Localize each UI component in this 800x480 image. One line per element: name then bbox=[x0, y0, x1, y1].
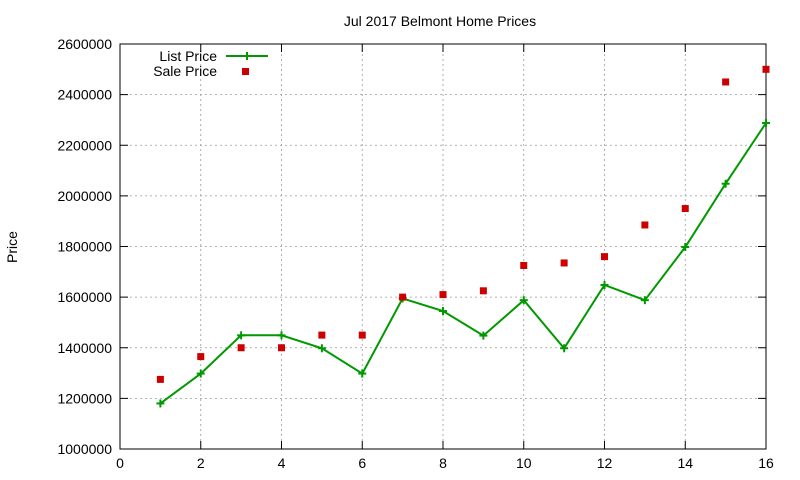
list-price-point bbox=[358, 369, 367, 378]
series-layer bbox=[156, 65, 770, 408]
y-tick-label: 1200000 bbox=[57, 390, 112, 406]
axis-ticks: 1000000 1200000 1400000 1600000 1800000 20000… bbox=[57, 36, 774, 471]
list-price-point bbox=[479, 331, 488, 340]
list-price-point bbox=[762, 118, 770, 127]
sale-price-point bbox=[762, 65, 770, 73]
x-tick-label: 12 bbox=[597, 455, 613, 471]
y-tick-label: 2400000 bbox=[57, 87, 112, 103]
list-price-point bbox=[317, 344, 326, 353]
legend-label-sale-price: Sale Price bbox=[153, 63, 217, 79]
list-price-line bbox=[159, 122, 767, 405]
sale-price-point bbox=[641, 221, 649, 229]
sale-price-point bbox=[156, 375, 164, 383]
list-price-point bbox=[519, 296, 528, 305]
x-tick-label: 2 bbox=[197, 455, 205, 471]
list-price-point bbox=[600, 280, 609, 289]
x-tick-label: 14 bbox=[677, 455, 693, 471]
list-price-point bbox=[681, 243, 690, 252]
grid-lines bbox=[120, 44, 766, 449]
y-tick-label: 2200000 bbox=[57, 137, 112, 153]
x-tick-label: 8 bbox=[439, 455, 447, 471]
sale-price-point bbox=[399, 293, 407, 301]
sale-price-point bbox=[278, 344, 285, 352]
y-tick-label: 1000000 bbox=[57, 441, 112, 457]
list-price-point bbox=[156, 399, 165, 408]
chart-title: Jul 2017 Belmont Home Prices bbox=[344, 13, 536, 29]
y-tick-label: 1600000 bbox=[57, 289, 112, 305]
sale-price-point bbox=[318, 331, 326, 339]
x-tick-label: 6 bbox=[358, 455, 366, 471]
list-price-point bbox=[560, 344, 569, 353]
y-tick-label: 1400000 bbox=[57, 340, 112, 356]
list-price-point bbox=[640, 296, 649, 305]
y-tick-label: 1800000 bbox=[57, 239, 112, 255]
legend-label-list-price: List Price bbox=[159, 48, 217, 64]
legend-marker-list-price bbox=[243, 52, 251, 60]
list-price-point bbox=[277, 331, 286, 340]
legend: List Price Sale Price bbox=[153, 48, 268, 79]
list-price-point bbox=[237, 331, 246, 340]
sale-price-point bbox=[358, 331, 366, 339]
sale-price-point bbox=[560, 259, 568, 267]
x-tick-label: 10 bbox=[516, 455, 532, 471]
x-tick-label: 4 bbox=[278, 455, 286, 471]
sale-price-point bbox=[520, 261, 528, 269]
sale-price-point bbox=[439, 291, 447, 299]
sale-price-point bbox=[237, 344, 245, 352]
y-tick-label: 2000000 bbox=[57, 188, 112, 204]
sale-price-point bbox=[681, 205, 689, 213]
y-tick-label: 2600000 bbox=[57, 36, 112, 52]
list-price-point bbox=[196, 369, 205, 378]
x-tick-label: 0 bbox=[116, 455, 124, 471]
sale-price-point bbox=[601, 253, 608, 261]
list-price-point bbox=[439, 307, 447, 316]
x-tick-label: 16 bbox=[758, 455, 774, 471]
list-price-point bbox=[721, 179, 730, 188]
y-axis-label: Price bbox=[4, 231, 20, 263]
sale-price-point bbox=[722, 78, 730, 86]
sale-price-point bbox=[197, 353, 205, 361]
sale-price-point bbox=[479, 287, 487, 295]
legend-marker-sale-price bbox=[242, 68, 249, 75]
